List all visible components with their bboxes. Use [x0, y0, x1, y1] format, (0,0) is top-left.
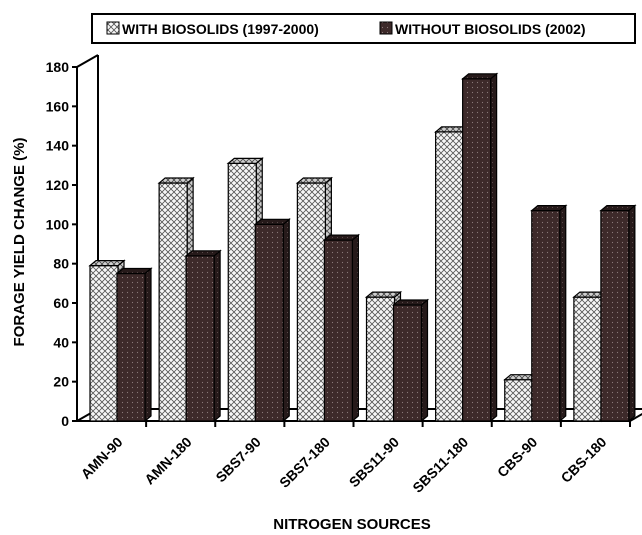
y-tick-label: 140 [46, 138, 70, 154]
legend-swatch-without-biosolids [379, 21, 393, 35]
x-tick-label: SBS7-90 [212, 434, 264, 486]
bar-with-biosolids-SBS7-90 [226, 157, 264, 423]
bar-without-biosolids-AMN-180 [184, 249, 222, 423]
bar-without-biosolids-CBS-90 [530, 204, 568, 423]
legend-swatch-with-biosolids [106, 21, 120, 35]
x-tick-label: SBS7-180 [276, 434, 333, 491]
x-tick-label: AMN-90 [78, 434, 126, 482]
y-axis-title: FORAGE YIELD CHANGE (%) [11, 138, 28, 347]
y-tick-label: 120 [46, 177, 70, 193]
x-tick-label: AMN-180 [141, 434, 195, 488]
plot-area: 0 20 40 60 80 100 120 140 160 180 AMN-90 AMN-180 SBS… [46, 54, 642, 496]
bar-with-biosolids-CBS-90 [503, 373, 541, 423]
y-tick-label: 0 [61, 413, 69, 429]
x-tick-label: CBS-180 [558, 434, 610, 486]
legend: WITH BIOSOLIDS (1997-2000) WITHOUT BIOSO… [91, 13, 636, 44]
legend-label-without-biosolids: WITHOUT BIOSOLIDS (2002) [395, 21, 586, 37]
legend-label-with-biosolids: WITH BIOSOLIDS (1997-2000) [122, 21, 319, 37]
bar-without-biosolids-SBS7-90 [253, 218, 291, 423]
y-tick-label: 40 [53, 334, 69, 350]
x-axis-title: NITROGEN SOURCES [273, 516, 431, 533]
y-tick-label: 20 [53, 374, 69, 390]
y-tick-label: 80 [53, 256, 69, 272]
bar-without-biosolids-AMN-90 [115, 267, 153, 423]
bar-without-biosolids-CBS-180 [599, 204, 637, 423]
y-tick-label: 60 [53, 295, 69, 311]
legend-box [91, 13, 636, 44]
y-tick-label: 180 [46, 59, 70, 75]
x-tick-label: CBS-90 [494, 434, 541, 481]
x-tick-label: SBS11-180 [409, 434, 471, 496]
bar-without-biosolids-SBS11-90 [391, 298, 430, 423]
x-tick-label: SBS11-90 [346, 434, 403, 491]
bar-without-biosolids-SBS7-180 [322, 233, 361, 423]
bar-without-biosolids-SBS11-180 [460, 72, 499, 423]
y-tick-label: 160 [46, 98, 70, 114]
y-tick-label: 100 [46, 216, 70, 232]
